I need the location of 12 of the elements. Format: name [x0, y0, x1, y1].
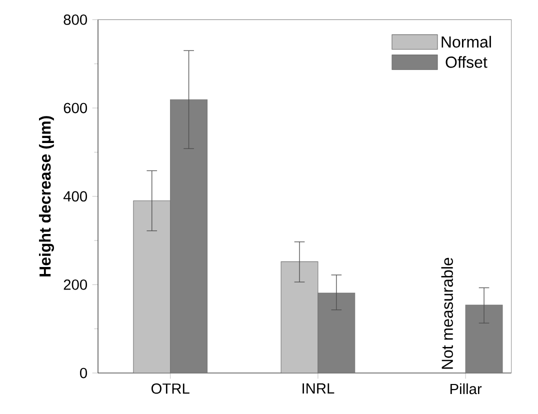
legend-label: Offset	[446, 56, 488, 68]
x-tick-label: Pillar	[450, 383, 482, 394]
legend-label: Normal	[442, 36, 491, 48]
x-tick-label: INRL	[302, 383, 334, 394]
y-tick-label: 800	[64, 14, 88, 25]
y-tick-label: 200	[64, 279, 88, 290]
y-axis-title: Height decrease (µm)	[39, 116, 54, 276]
y-tick-label: 400	[63, 191, 88, 202]
y-tick-label: 0	[80, 368, 88, 378]
x-tick-label: OTRL	[151, 383, 190, 394]
y-tick-label: 600	[64, 102, 88, 114]
annotation: Not measurable	[441, 258, 453, 369]
